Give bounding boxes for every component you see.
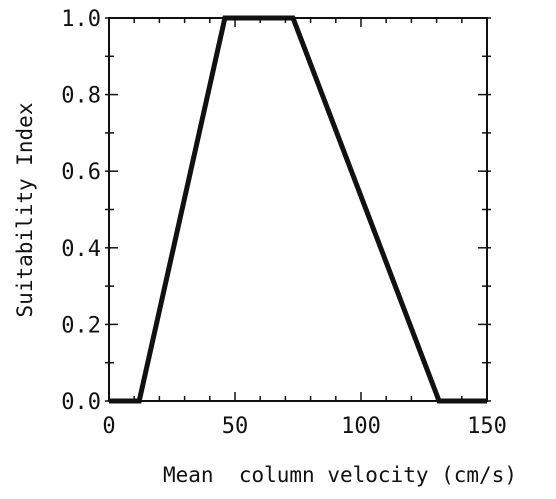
y-tick-label: 1.0 [61, 7, 101, 32]
y-tick-label: 0.2 [61, 313, 101, 338]
x-tick-label: 50 [222, 414, 249, 439]
y-axis-title: Suitability Index [13, 103, 37, 318]
x-tick-label: 0 [102, 414, 115, 439]
ticks-group [105, 17, 491, 402]
x-tick-label: 100 [341, 414, 381, 439]
x-axis-title: Mean column velocity (cm/s) [163, 463, 517, 487]
x-tick-label: 150 [467, 414, 507, 439]
series-group [109, 15, 487, 404]
plot-frame-group [108, 17, 488, 402]
tick-labels-group: 0 50 100 150 0.0 0.2 0.4 0.6 0.8 1.0 [61, 7, 507, 439]
y-tick-label: 0.6 [61, 160, 101, 185]
y-tick-label: 0.4 [61, 237, 101, 262]
y-tick-label: 0.0 [61, 390, 101, 415]
series-line [109, 15, 487, 404]
y-tick-label: 0.8 [61, 84, 101, 109]
plot-frame [108, 17, 488, 402]
